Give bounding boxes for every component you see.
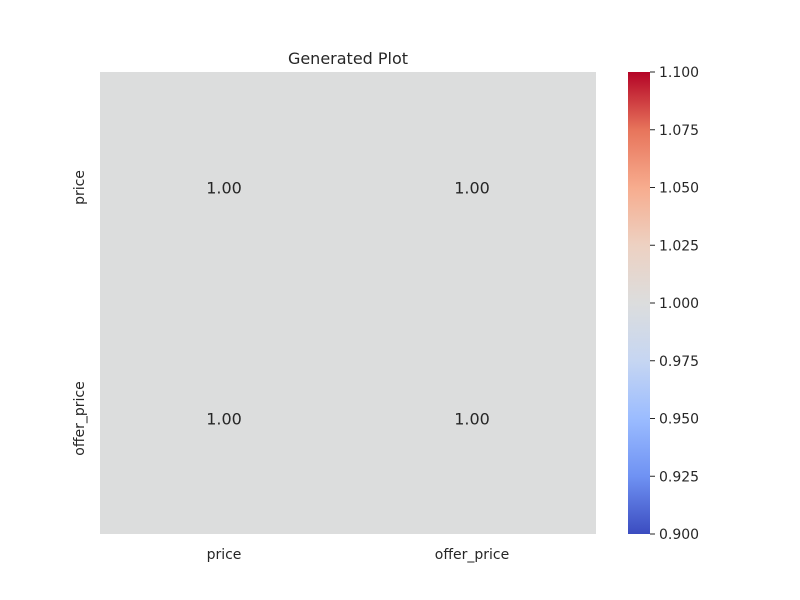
colorbar-tick-label: 0.975 bbox=[659, 354, 699, 370]
y-tick-labels: price offer_price bbox=[72, 170, 88, 456]
y-tick-label: price bbox=[72, 170, 88, 205]
colorbar-tick-label: 0.950 bbox=[659, 412, 699, 428]
colorbar-tick-label: 1.000 bbox=[659, 296, 699, 312]
colorbar-tick-label: 1.075 bbox=[659, 123, 699, 139]
heatmap-cell bbox=[348, 303, 596, 534]
colorbar-tick-label: 1.050 bbox=[659, 181, 699, 197]
colorbar: 1.100 1.075 1.050 1.025 1.000 0.975 0.950 0.925… bbox=[628, 65, 699, 543]
x-tick-label: price bbox=[207, 547, 242, 563]
colorbar-tick-label: 0.925 bbox=[659, 469, 699, 485]
x-tick-labels: price offer_price bbox=[207, 547, 510, 563]
colorbar-tick-label: 1.025 bbox=[659, 238, 699, 254]
cell-value-label: 1.00 bbox=[454, 410, 490, 429]
colorbar-tick-label: 0.900 bbox=[659, 527, 699, 543]
heatmap-cell bbox=[348, 72, 596, 303]
cell-value-label: 1.00 bbox=[206, 410, 242, 429]
colorbar-gradient bbox=[628, 72, 650, 534]
chart-title: Generated Plot bbox=[288, 49, 408, 68]
cell-value-label: 1.00 bbox=[206, 179, 242, 198]
x-tick-label: offer_price bbox=[435, 547, 509, 563]
y-tick-label: offer_price bbox=[72, 381, 88, 455]
cell-value-label: 1.00 bbox=[454, 179, 490, 198]
colorbar-tick-label: 1.100 bbox=[659, 65, 699, 81]
heatmap-cell bbox=[100, 303, 348, 534]
heatmap-cell bbox=[100, 72, 348, 303]
heatmap-cells: 1.00 1.00 1.00 1.00 bbox=[100, 72, 596, 534]
